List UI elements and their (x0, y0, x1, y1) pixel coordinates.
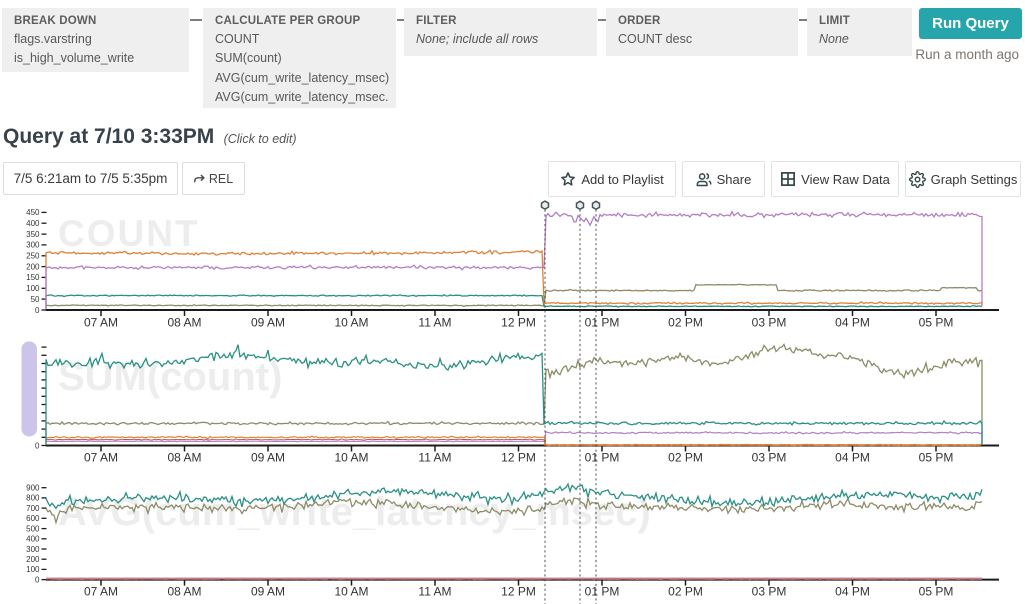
svg-text:400: 400 (26, 535, 40, 544)
svg-text:04 PM: 04 PM (835, 585, 870, 599)
svg-text:08 AM: 08 AM (167, 585, 201, 599)
svg-text:12 PM: 12 PM (501, 585, 536, 599)
svg-text:12 PM: 12 PM (501, 316, 536, 330)
svg-text:02 PM: 02 PM (668, 451, 703, 465)
svg-text:400: 400 (26, 219, 40, 228)
svg-text:10 AM: 10 AM (334, 585, 368, 599)
svg-text:50: 50 (31, 295, 40, 304)
svg-text:05 PM: 05 PM (919, 451, 954, 465)
svg-text:150: 150 (26, 273, 40, 282)
svg-text:500: 500 (26, 524, 40, 533)
svg-text:COUNT: COUNT (58, 213, 200, 254)
svg-text:800: 800 (26, 494, 40, 503)
svg-text:05 PM: 05 PM (919, 585, 954, 599)
svg-text:01 PM: 01 PM (585, 451, 620, 465)
svg-text:300: 300 (26, 545, 40, 554)
svg-text:0: 0 (35, 575, 40, 584)
svg-text:200: 200 (26, 262, 40, 271)
svg-text:900: 900 (26, 484, 40, 493)
svg-text:0: 0 (35, 306, 40, 315)
svg-text:08 AM: 08 AM (167, 316, 201, 330)
svg-text:04 PM: 04 PM (835, 316, 870, 330)
svg-text:05 PM: 05 PM (919, 316, 954, 330)
svg-text:04 PM: 04 PM (835, 451, 870, 465)
svg-text:11 AM: 11 AM (418, 451, 451, 465)
svg-text:01 PM: 01 PM (585, 316, 620, 330)
svg-text:SUM(count): SUM(count) (58, 355, 282, 399)
svg-text:03 PM: 03 PM (752, 316, 787, 330)
svg-text:03 PM: 03 PM (752, 585, 787, 599)
svg-text:11 AM: 11 AM (418, 585, 451, 599)
svg-text:100: 100 (26, 284, 40, 293)
svg-text:07 AM: 07 AM (84, 585, 118, 599)
svg-text:300: 300 (26, 241, 40, 250)
svg-text:12 PM: 12 PM (501, 451, 536, 465)
svg-text:700: 700 (26, 504, 40, 513)
svg-text:02 PM: 02 PM (668, 585, 703, 599)
svg-text:200: 200 (26, 555, 40, 564)
svg-text:01 PM: 01 PM (585, 585, 620, 599)
svg-text:09 AM: 09 AM (251, 585, 285, 599)
svg-text:450: 450 (26, 208, 40, 217)
svg-text:10 AM: 10 AM (334, 316, 368, 330)
svg-text:0: 0 (35, 441, 40, 450)
svg-text:09 AM: 09 AM (251, 316, 285, 330)
svg-text:250: 250 (26, 252, 40, 261)
svg-text:350: 350 (26, 230, 40, 239)
svg-text:600: 600 (26, 514, 40, 523)
svg-text:03 PM: 03 PM (752, 451, 787, 465)
svg-text:09 AM: 09 AM (251, 451, 285, 465)
svg-text:07 AM: 07 AM (84, 451, 118, 465)
svg-text:08 AM: 08 AM (167, 451, 201, 465)
svg-text:11 AM: 11 AM (418, 316, 451, 330)
svg-text:07 AM: 07 AM (84, 316, 118, 330)
svg-text:02 PM: 02 PM (668, 316, 703, 330)
svg-text:100: 100 (26, 565, 40, 574)
svg-text:10 AM: 10 AM (334, 451, 368, 465)
